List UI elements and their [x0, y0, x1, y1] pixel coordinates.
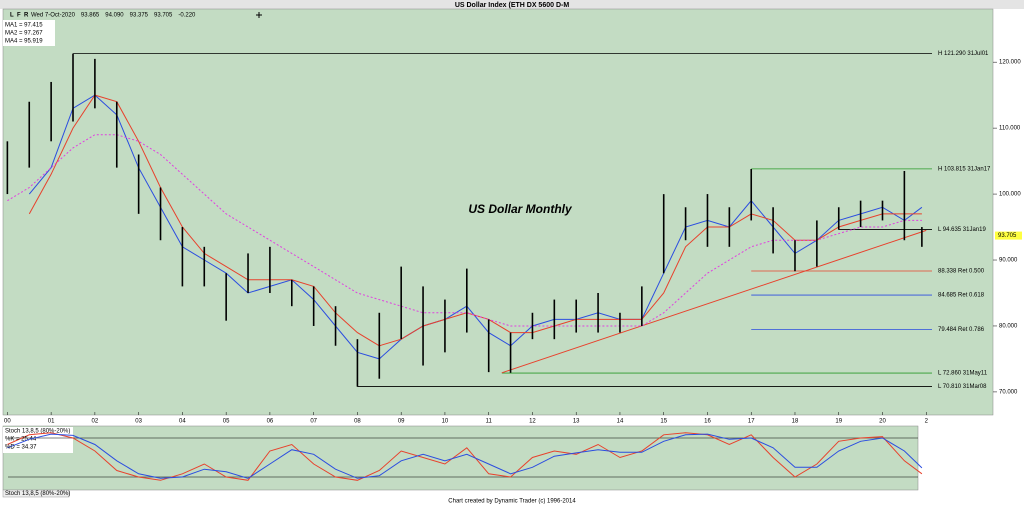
plus-icon[interactable] [256, 12, 262, 18]
level-label: H 103.815 31Jan17 [938, 166, 991, 172]
level-label: H 121.290 31Jul01 [938, 51, 989, 57]
stoch-legend-label: %K = 25.44 [5, 437, 37, 443]
toolbar-item: 93.865 [81, 13, 100, 19]
x-tick-label: 17 [748, 419, 755, 425]
ma-line [28, 94, 923, 360]
toolbar-item: 93.375 [130, 13, 149, 19]
x-tick-label: 20 [879, 419, 886, 425]
x-tick-label: 09 [398, 419, 405, 425]
x-tick-label: 10 [442, 419, 449, 425]
x-tick-label: 15 [660, 419, 667, 425]
x-tick-label: 14 [617, 419, 624, 425]
y-tick-label: 80.000 [999, 324, 1018, 330]
x-tick-label: 18 [792, 419, 799, 425]
stoch-legend-label: %D = 34.37 [5, 445, 37, 451]
x-tick-label: 19 [835, 419, 842, 425]
y-tick-label: 120.000 [999, 60, 1021, 66]
x-tick-label: 11 [486, 419, 493, 425]
toolbar-item: -0.220 [178, 13, 196, 19]
x-tick-label: 01 [48, 419, 55, 425]
x-tick-label: 02 [92, 419, 99, 425]
y-tick-label: 90.000 [999, 258, 1018, 264]
x-tick-label: 05 [223, 419, 230, 425]
level-label: L 70.810 31Mar08 [938, 384, 987, 390]
price-panel [2, 8, 994, 416]
legend-label: MA2 = 97.267 [5, 31, 43, 37]
tab[interactable] [2, 489, 70, 498]
stoch-panel [2, 425, 919, 491]
x-tick-label: 07 [310, 419, 317, 425]
footer-credit: Chart created by Dynamic Trader (c) 1996… [448, 499, 576, 505]
x-tick-label: 03 [135, 419, 142, 425]
x-tick-label: 13 [573, 419, 580, 425]
last-price-box [995, 231, 1022, 240]
level-label: L 94.635 31Jan19 [938, 227, 986, 233]
stoch-legend [3, 427, 73, 453]
y-tick-label: 110.000 [999, 126, 1021, 132]
x-tick-label: 04 [179, 419, 186, 425]
toolbar-item: F [17, 13, 21, 19]
toolbar-item: Wed 7-Oct-2020 [31, 13, 76, 19]
level-label: 88.338 Ret 0.500 [938, 269, 985, 275]
x-tick-label: 08 [354, 419, 361, 425]
y-tick-label: 100.000 [999, 192, 1021, 198]
level-label: 84.685 Ret 0.618 [938, 293, 985, 299]
level-label: 79.484 Ret 0.786 [938, 327, 985, 333]
legend-label: MA4 = 95.919 [5, 39, 43, 45]
chart-title: US Dollar Monthly [468, 202, 573, 216]
tab-label[interactable]: Stoch 13,8,5 (80%-20%) [5, 491, 70, 497]
stoch-title: Stoch 13,8,5 (80%-20%) [5, 429, 70, 435]
stoch-line [7, 433, 923, 479]
toolbar-item: 94.090 [105, 13, 124, 19]
stoch-line [7, 432, 923, 481]
x-tick-label: 12 [529, 419, 536, 425]
x-tick-label: 06 [267, 419, 274, 425]
toolbar-item: R [24, 13, 29, 19]
toolbar-item: 93.705 [154, 13, 173, 19]
x-tick-label: 2 [925, 419, 929, 425]
ma-legend [3, 20, 55, 46]
window-title: US Dollar Index (ETH DX 5600 D-M [455, 2, 570, 9]
level-label: L 72.860 31May11 [938, 371, 988, 377]
title-bar [0, 0, 1024, 9]
x-tick-label: 00 [4, 419, 11, 425]
legend-label: MA1 = 97.415 [5, 23, 43, 29]
y-tick-label: 70.000 [999, 389, 1018, 395]
last-price-label: 93.705 [998, 233, 1017, 239]
x-tick-label: 16 [704, 419, 711, 425]
trendline [501, 229, 927, 374]
toolbar-item: L [10, 13, 14, 19]
